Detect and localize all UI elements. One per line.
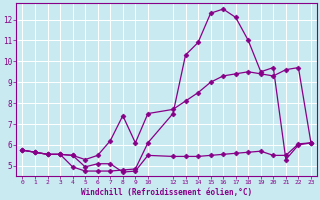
X-axis label: Windchill (Refroidissement éolien,°C): Windchill (Refroidissement éolien,°C) [81,188,252,197]
